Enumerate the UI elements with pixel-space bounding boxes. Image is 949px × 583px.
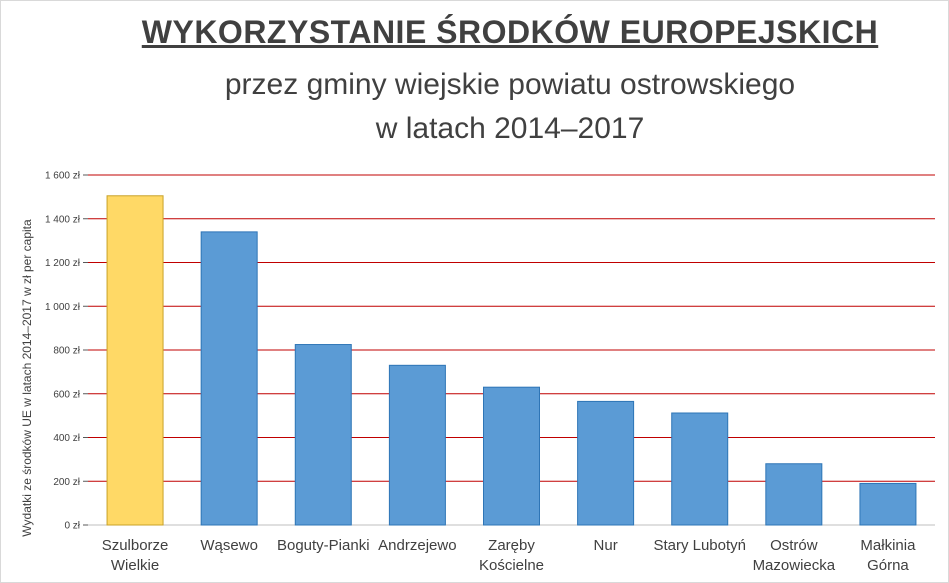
- y-tick-label: 1 000 zł: [45, 302, 81, 313]
- y-tick-label: 800 zł: [53, 346, 80, 357]
- chart-title: WYKORZYSTANIE ŚRODKÓW EUROPEJSKICH: [141, 14, 879, 50]
- x-tick-label: Zaręby Kościelne: [478, 537, 545, 574]
- x-tick-label: Andrzejewo: [378, 537, 457, 554]
- y-tick-label: 1 200 zł: [45, 258, 81, 269]
- x-tick-label: Małkinia Górna: [860, 537, 916, 574]
- x-tick-label: Nur: [593, 537, 618, 554]
- x-tick-label: Ostrów Mazowiecka: [752, 537, 836, 574]
- y-tick-label: 600 zł: [53, 389, 80, 400]
- bar: [859, 482, 917, 526]
- bar: [106, 195, 164, 526]
- bar: [483, 386, 540, 526]
- bar: [200, 231, 258, 526]
- y-tick-label: 1 400 zł: [45, 214, 81, 225]
- y-tick-label: 0 zł: [64, 521, 80, 532]
- x-tick-label: Boguty-Pianki: [276, 537, 370, 554]
- x-tick-label: Wąsewo: [200, 537, 258, 554]
- bar: [294, 344, 352, 526]
- bar: [577, 400, 635, 526]
- bar: [671, 412, 729, 526]
- bar: [765, 463, 823, 526]
- chart-subtitle-line-1: przez gminy wiejskie powiatu ostrowskieg…: [224, 68, 796, 101]
- x-tick-label: Szulborze Wielkie: [101, 537, 169, 574]
- chart-subtitle-line-2: w latach 2014–2017: [375, 112, 645, 145]
- bar: [388, 364, 446, 526]
- y-tick-label: 200 zł: [53, 477, 80, 488]
- y-tick-label: 400 zł: [53, 433, 80, 444]
- x-tick-label: Stary Lubotyń: [653, 537, 746, 554]
- y-tick-label: 1 600 zł: [45, 171, 81, 182]
